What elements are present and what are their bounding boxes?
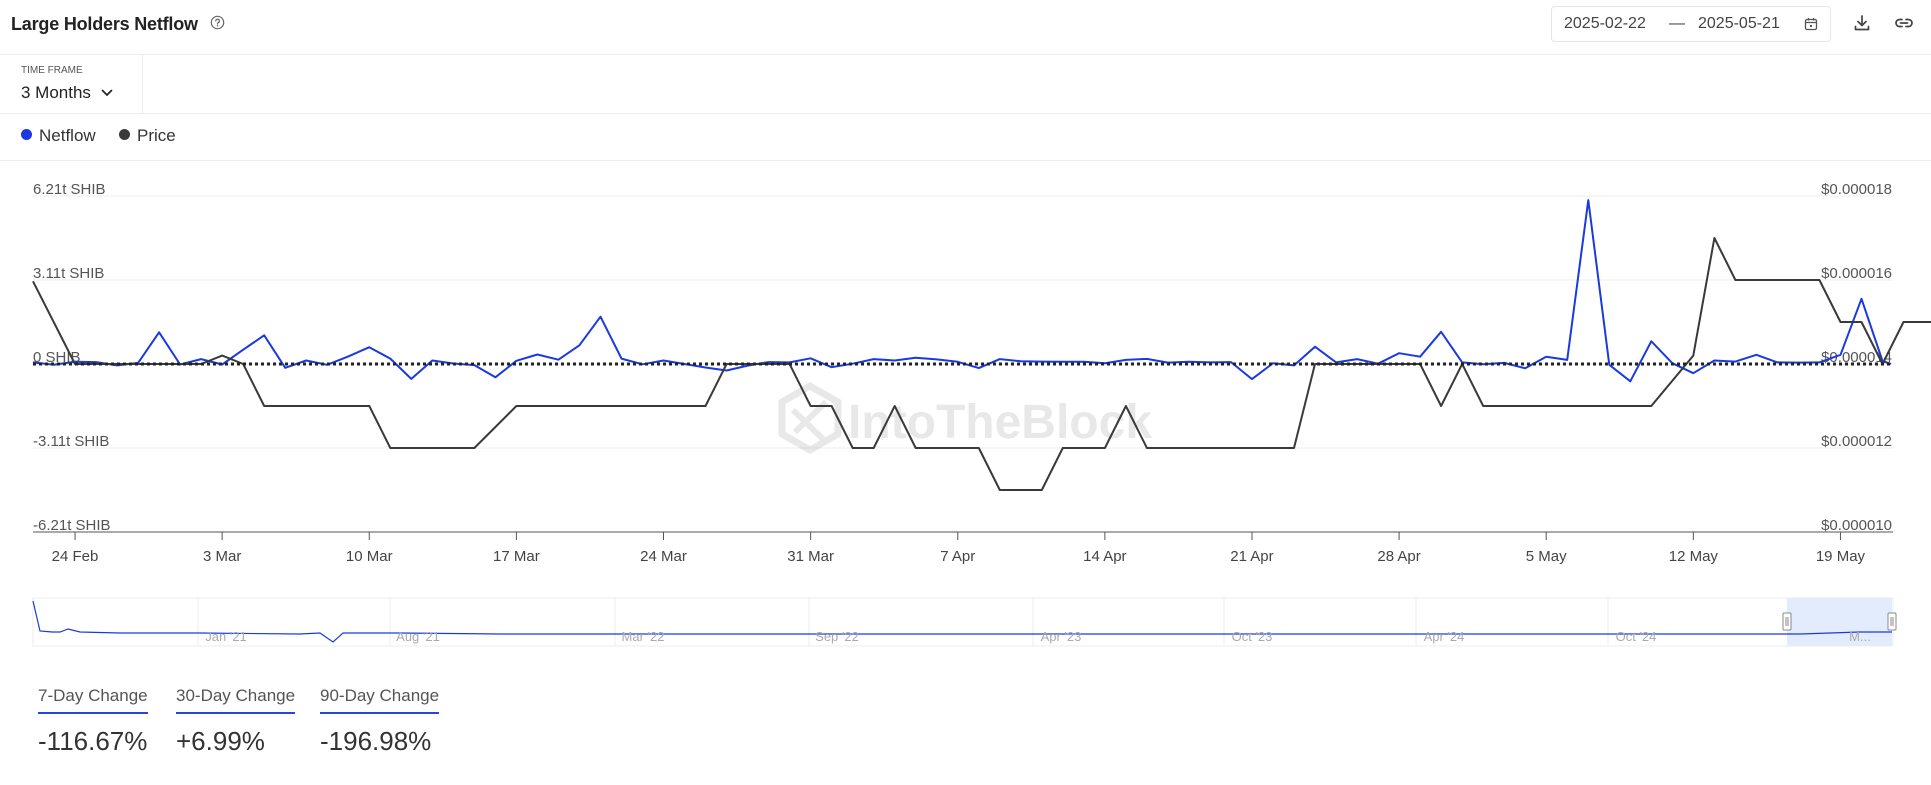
date-start: 2025-02-22: [1564, 15, 1646, 32]
legend-item-price[interactable]: Price: [119, 126, 176, 146]
navigator-frame: [32, 597, 1894, 647]
x-tick-label: 24 Mar: [640, 548, 687, 565]
y-tick-label-right: $0.000014: [1821, 349, 1892, 366]
legend-label: Price: [137, 126, 176, 145]
navigator-label: Aug '21: [396, 629, 440, 644]
x-tick-label: 19 May: [1816, 548, 1866, 565]
y-tick-label-left: -6.21t SHIB: [33, 517, 111, 534]
y-tick-label-left: 3.11t SHIB: [33, 265, 104, 282]
y-tick-label-right: $0.000016: [1821, 265, 1892, 282]
x-tick-label: 14 Apr: [1083, 548, 1126, 565]
navigator-label: Mar '22: [622, 629, 665, 644]
stat-value: +6.99%: [176, 726, 265, 756]
date-range-picker[interactable]: 2025-02-22 — 2025-05-21: [1551, 6, 1831, 42]
watermark-logo: IntoTheBlock: [778, 381, 1152, 455]
watermark-text: IntoTheBlock: [848, 396, 1152, 449]
series-line-netflow: [32, 199, 1892, 383]
x-tick-label: 7 Apr: [940, 548, 975, 565]
date-end: 2025-05-21: [1698, 15, 1780, 32]
stat-label: 90-Day Change: [320, 686, 440, 714]
stat-value: -116.67%: [38, 726, 148, 756]
navigator-label: Oct '23: [1232, 629, 1273, 644]
x-tick-label: 10 Mar: [346, 548, 393, 565]
navigator-handle[interactable]: [1782, 612, 1792, 631]
stat-label: 30-Day Change: [176, 686, 296, 714]
chart-header: Large Holders Netflow 2025-02-22 — 2025-…: [0, 0, 1931, 55]
x-tick-label: 3 Mar: [203, 548, 241, 565]
legend-label: Netflow: [39, 126, 96, 145]
y-tick-label-left: 6.21t SHIB: [33, 181, 106, 198]
legend-item-netflow[interactable]: Netflow: [21, 126, 96, 146]
legend-dot: [119, 129, 130, 141]
x-tick-label: 31 Mar: [787, 548, 834, 565]
navigator-selection: [1787, 598, 1892, 646]
x-tick-label: 24 Feb: [52, 548, 99, 565]
divider: [0, 113, 1931, 114]
x-tick-label: 12 May: [1669, 548, 1719, 565]
x-tick-label: 17 Mar: [493, 548, 540, 565]
navigator-label: M...: [1849, 629, 1871, 644]
timeframe-label: TIME FRAME: [21, 65, 83, 76]
x-tick-label: 5 May: [1526, 548, 1567, 565]
stat-7day[interactable]: 7-Day Change -116.67%: [38, 686, 148, 757]
x-tick-label: 21 Apr: [1230, 548, 1273, 565]
y-tick-label-right: $0.000010: [1821, 517, 1892, 534]
navigator-label: Jan '21: [205, 629, 247, 644]
page-title: Large Holders Netflow: [11, 14, 198, 34]
logo-mark: [790, 399, 829, 445]
divider: [0, 160, 1931, 161]
series-line-price: [32, 237, 1931, 491]
range-navigator: Jan '21 Aug '21 Mar '22 Sep '22 Apr '23 Oct '…: [32, 597, 1897, 647]
chevron-down-icon: [101, 89, 113, 97]
navigator-label: Apr '24: [1424, 629, 1465, 644]
navigator-label: Apr '23: [1041, 629, 1082, 644]
navigator-handle[interactable]: [1887, 612, 1897, 631]
navigator-line: [32, 600, 1892, 643]
link-icon[interactable]: [1893, 13, 1915, 33]
y-tick-label-right: $0.000018: [1821, 181, 1892, 198]
x-tick-label: 28 Apr: [1377, 548, 1420, 565]
watermark: IntoTheBlock: [778, 381, 1152, 455]
legend-dot: [21, 129, 32, 141]
stat-30day[interactable]: 30-Day Change +6.99%: [176, 686, 296, 757]
calendar-icon: [1804, 18, 1818, 31]
series: [32, 199, 1931, 491]
y-tick-label-right: $0.000012: [1821, 433, 1892, 450]
stat-90day[interactable]: 90-Day Change -196.98%: [320, 686, 440, 757]
timeframe-selector[interactable]: TIME FRAME 3 Months: [0, 55, 143, 113]
y-tick-label-left: -3.11t SHIB: [33, 433, 109, 450]
date-separator: —: [1669, 15, 1685, 32]
navigator-label: Sep '22: [815, 629, 859, 644]
navigator-label: Oct '24: [1616, 629, 1657, 644]
logo-hexagon: [778, 381, 842, 455]
timeframe-value: 3 Months: [21, 83, 91, 102]
help-icon[interactable]: [210, 15, 225, 30]
stat-label: 7-Day Change: [38, 686, 148, 714]
stat-value: -196.98%: [320, 726, 432, 756]
download-icon[interactable]: [1852, 13, 1872, 33]
